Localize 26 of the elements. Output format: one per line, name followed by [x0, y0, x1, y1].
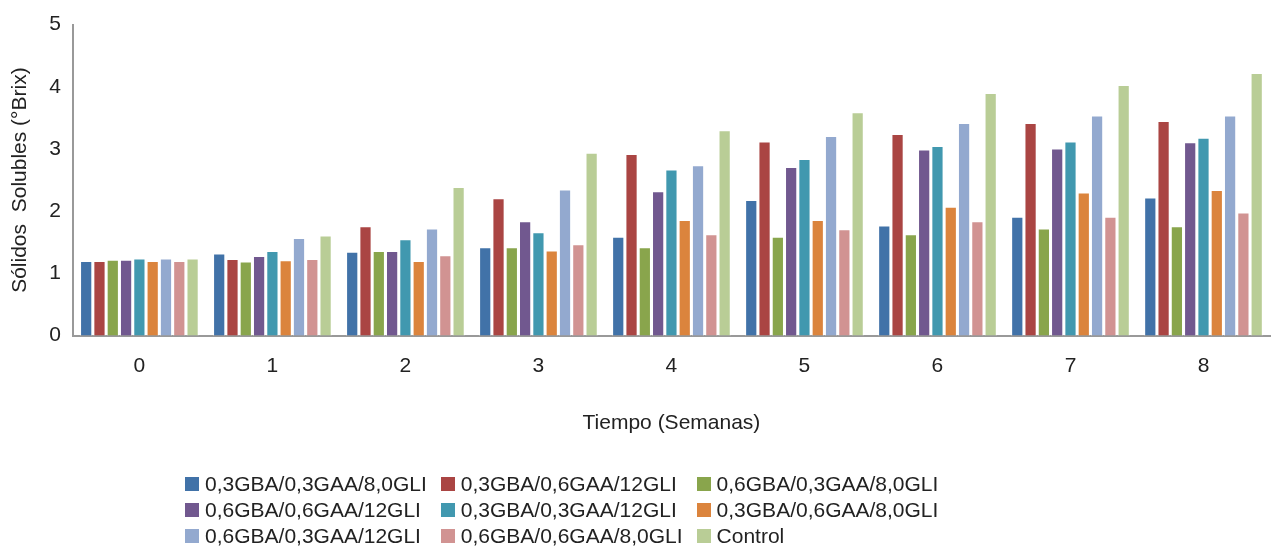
x-axis-title: Tiempo (Semanas)	[582, 410, 761, 434]
legend-label: Control	[716, 524, 785, 548]
y-tick-label: 5	[49, 11, 61, 35]
legend-label: 0,6GBA/0,6GAA/12GLI	[205, 498, 421, 522]
legend-label: 0,3GBA/0,3GAA/12GLI	[460, 498, 677, 522]
legend-label: 0,3GBA/0,6GAA/8,0GLI	[716, 498, 939, 522]
x-tick-label: 3	[532, 353, 545, 376]
legend-label: 0,6GBA/0,6GAA/8,0GLI	[460, 524, 683, 548]
x-tick-label: 1	[266, 353, 279, 376]
y-axis-title: Sólidos Solubles (°Brix)	[7, 67, 31, 293]
legend-label: 0,6GBA/0,3GAA/8,0GLI	[716, 472, 939, 496]
legend-label: 0,6GBA/0,3GAA/12GLI	[205, 524, 421, 548]
x-tick-label: 5	[798, 353, 811, 376]
x-tick-label: 8	[1197, 353, 1210, 376]
y-tick-label: 3	[49, 135, 61, 159]
x-tick-label: 0	[133, 353, 146, 376]
y-tick-label: 1	[49, 260, 61, 284]
x-tick-label: 7	[1064, 353, 1077, 376]
y-tick-label: 4	[49, 73, 62, 97]
y-tick-label: 0	[49, 322, 61, 346]
legend-label: 0,3GBA/0,6GAA/12GLI	[460, 472, 677, 496]
legend-label: 0,3GBA/0,3GAA/8,0GLI	[205, 472, 427, 496]
x-tick-label: 4	[665, 353, 678, 376]
x-tick-label: 6	[931, 353, 944, 376]
y-tick-label: 2	[49, 198, 61, 221]
x-tick-label: 2	[399, 353, 412, 376]
